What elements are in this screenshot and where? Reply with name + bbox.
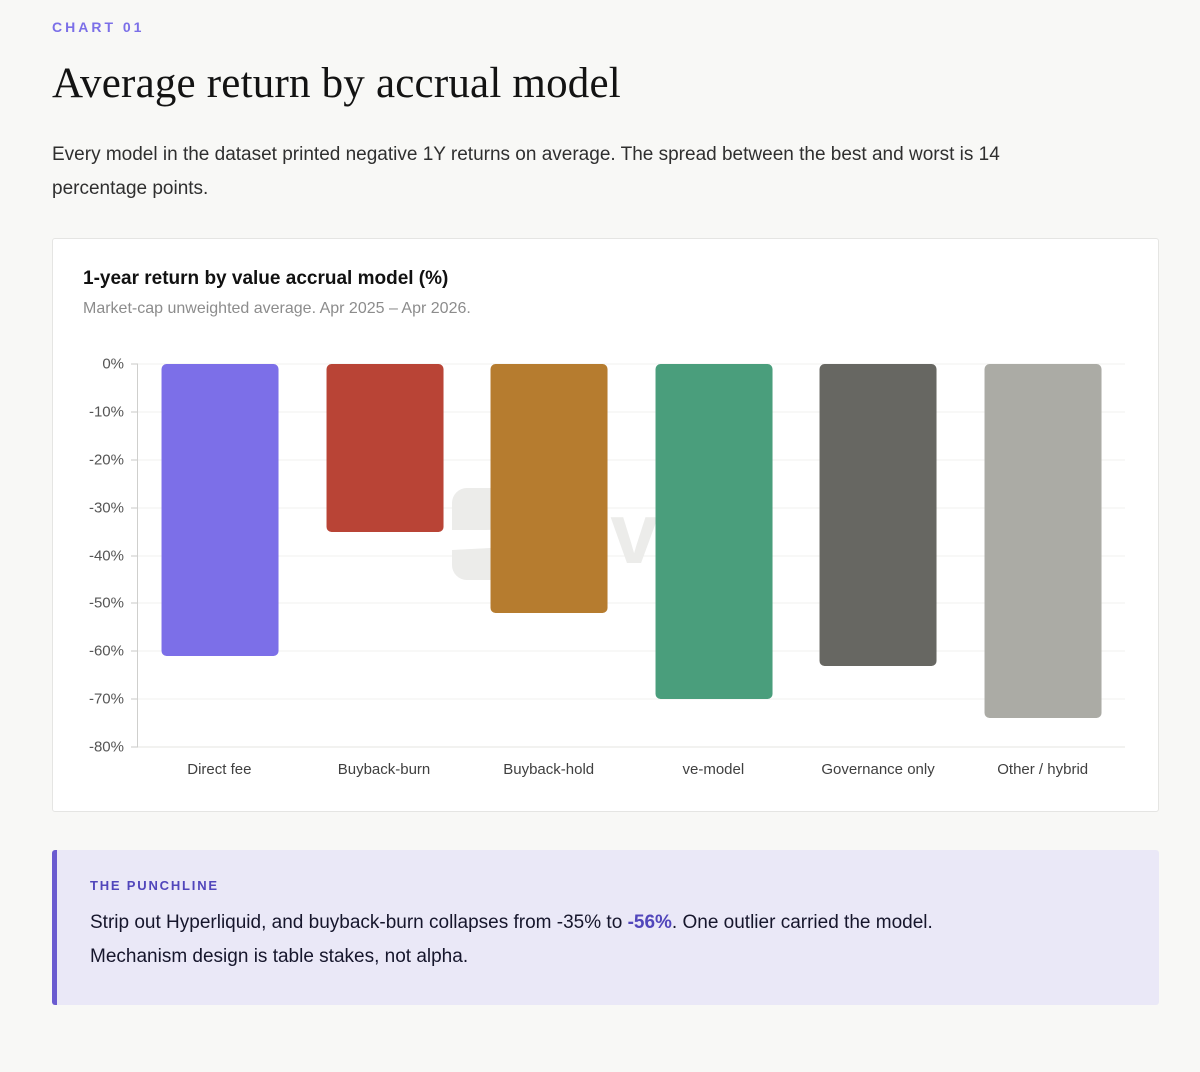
x-axis-label: Buyback-burn bbox=[337, 761, 431, 778]
chart-subtitle: Market-cap unweighted average. Apr 2025 … bbox=[83, 300, 471, 317]
bar-other-hybrid bbox=[984, 364, 1102, 719]
y-tick-mark bbox=[131, 698, 138, 700]
bar-chart: 0% -10% -20% -30% -40% -50% -60% -70% -80% ov bbox=[83, 356, 1125, 756]
y-tick-mark bbox=[131, 459, 138, 461]
report-page: CHART 01 Average return by accrual model… bbox=[52, 19, 1159, 1005]
bar-ve-model bbox=[655, 364, 773, 700]
punchline-callout: THE PUNCHLINE Strip out Hyperliquid, and… bbox=[52, 850, 1159, 1005]
gridline bbox=[138, 650, 1125, 652]
y-tick-label: 0% bbox=[102, 355, 124, 373]
bar-buyback-burn bbox=[326, 364, 444, 532]
y-tick-label: -80% bbox=[88, 738, 124, 756]
punchline-label: THE PUNCHLINE bbox=[90, 878, 219, 893]
punchline-text: Strip out Hyperliquid, and buyback-burn … bbox=[90, 906, 1129, 974]
chart-number-eyebrow: CHART 01 bbox=[52, 19, 145, 35]
punchline-text-before: Strip out Hyperliquid, and buyback-burn … bbox=[90, 912, 628, 933]
chart-card: 1-year return by value accrual model (%)… bbox=[52, 238, 1159, 812]
y-tick-label: -50% bbox=[88, 594, 124, 612]
gridline bbox=[138, 555, 1125, 556]
gridline bbox=[138, 602, 1125, 604]
y-tick-mark bbox=[131, 507, 138, 509]
y-tick-label: -10% bbox=[88, 403, 124, 421]
x-axis-spacer bbox=[83, 761, 137, 778]
gridline bbox=[138, 363, 1125, 365]
y-tick-mark bbox=[131, 411, 138, 413]
y-tick-label: -30% bbox=[88, 499, 124, 517]
y-tick-mark bbox=[131, 363, 138, 365]
y-tick-label: -40% bbox=[88, 547, 124, 564]
y-tick-label: -60% bbox=[88, 642, 124, 660]
gridline bbox=[138, 411, 1125, 413]
chart-title: 1-year return by value accrual model (%) bbox=[83, 268, 449, 289]
y-tick-mark bbox=[131, 650, 138, 652]
y-tick-mark bbox=[131, 555, 138, 556]
y-tick-label: -70% bbox=[88, 690, 124, 708]
x-axis: Direct fee Buyback-burn Buyback-hold ve-mod… bbox=[83, 761, 1125, 778]
punchline-text-after: . One outlier carried the model. Mechani… bbox=[90, 912, 933, 967]
gridline bbox=[138, 459, 1125, 461]
x-axis-label: Direct fee bbox=[187, 761, 252, 778]
gridline bbox=[138, 746, 1125, 748]
bar-buyback-hold bbox=[490, 364, 608, 613]
x-axis-label: Governance only bbox=[821, 761, 935, 778]
y-axis: 0% -10% -20% -30% -40% -50% -60% -70% -80% bbox=[83, 356, 138, 756]
page-description: Every model in the dataset printed negat… bbox=[52, 144, 1000, 199]
punchline-highlight: -56% bbox=[627, 912, 672, 933]
x-axis-labels: Direct fee Buyback-burn Buyback-hold ve-mod… bbox=[137, 761, 1125, 778]
bar-governance-only bbox=[819, 364, 937, 666]
page-title: Average return by accrual model bbox=[52, 60, 621, 107]
x-axis-label: Buyback-hold bbox=[503, 761, 595, 778]
y-tick-mark bbox=[131, 602, 138, 604]
y-tick-label: -20% bbox=[88, 451, 124, 469]
gridline bbox=[138, 698, 1125, 700]
x-axis-label: Other / hybrid bbox=[997, 761, 1089, 778]
y-tick-mark bbox=[131, 746, 138, 748]
bar-direct-fee bbox=[161, 364, 279, 657]
plot-area: ov bbox=[137, 363, 1125, 748]
gridline bbox=[138, 507, 1125, 509]
x-axis-label: ve-model bbox=[682, 761, 745, 778]
